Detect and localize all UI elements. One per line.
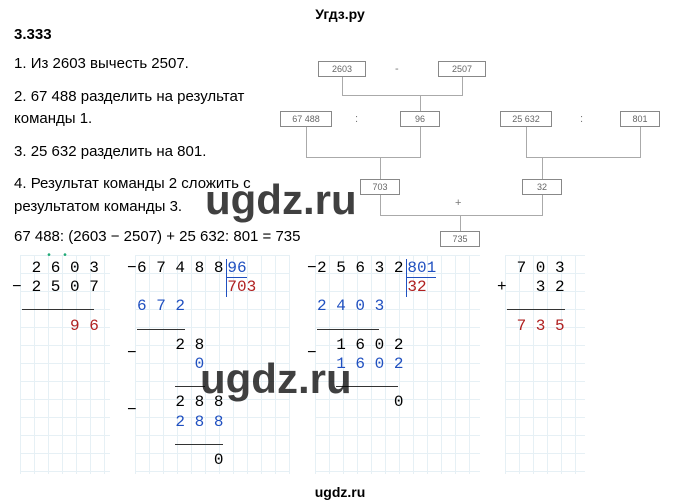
- step-num: 4.: [14, 175, 27, 192]
- calc-row: [507, 297, 583, 316]
- calc-row: 2 6 0 3••: [22, 259, 108, 278]
- addition-work: 7 0 3 + 3 2 7 3 5: [505, 255, 585, 474]
- step-text: Из 2603 вычесть 2507.: [31, 55, 189, 72]
- diagram-op-div: :: [580, 113, 583, 125]
- diagram-op-div: :: [355, 113, 358, 125]
- diagram-edge: [342, 95, 420, 96]
- diagram-edge: [460, 215, 543, 216]
- step-item: 4. Результат команды 2 сложить с результ…: [14, 173, 274, 218]
- calc-row: 0: [137, 451, 288, 470]
- diagram-edge: [380, 157, 381, 179]
- calc-row: 1 6 0 2: [317, 355, 478, 374]
- calc-row: 2 8 8: [137, 413, 288, 432]
- calc-row: 0: [317, 393, 478, 412]
- calc-row: − 2 8: [137, 336, 288, 355]
- diagram-node: 25 632: [500, 111, 552, 127]
- diagram-node: 735: [440, 231, 480, 247]
- step-item: 2. 67 488 разделить на результат команды…: [14, 86, 274, 131]
- step-num: 3.: [14, 143, 27, 160]
- steps-list: 1. Из 2603 вычесть 2507. 2. 67 488 разде…: [14, 53, 274, 228]
- calc-row: [317, 317, 478, 336]
- calc-row: 0: [137, 355, 288, 374]
- division-work: −2 5 6 3 280132 2 4 0 3 − 1 6 0 2 1 6 0 …: [315, 255, 480, 474]
- diagram-edge: [542, 195, 543, 215]
- site-header: Угдз.ру: [0, 0, 680, 26]
- calc-row: −6 7 4 8 896703: [137, 259, 288, 297]
- step-text: 67 488 разделить на результат команды 1.: [14, 88, 244, 128]
- diagram-op-plus: +: [455, 197, 461, 209]
- calc-row: − 2 8 8: [137, 393, 288, 412]
- diagram-node: 801: [620, 111, 660, 127]
- diagram-edge: [460, 215, 461, 231]
- calc-row: [137, 317, 288, 336]
- calc-row: − 2 5 0 7: [22, 278, 108, 297]
- calc-row: 7 0 3: [507, 259, 583, 278]
- diagram-edge: [420, 127, 421, 157]
- step-text: 25 632 разделить на 801.: [31, 143, 207, 160]
- diagram-edge: [380, 215, 460, 216]
- diagram-node: 2603: [318, 61, 366, 77]
- diagram-node: 703: [360, 179, 400, 195]
- diagram-edge: [420, 95, 463, 96]
- calc-row: [317, 374, 478, 393]
- diagram-node: 32: [522, 179, 562, 195]
- diagram-edge: [380, 195, 381, 215]
- diagram-op-minus: -: [395, 63, 399, 75]
- calc-row: 6 7 2: [137, 297, 288, 316]
- diagram-edge: [420, 95, 421, 111]
- exercise-number: 3.333: [14, 26, 666, 43]
- calc-row: [137, 374, 288, 393]
- calculations-row: 2 6 0 3•• − 2 5 0 7 9 6 −6 7 4 8 896703 …: [14, 255, 666, 474]
- step-item: 3. 25 632 разделить на 801.: [14, 141, 274, 164]
- diagram-edge: [542, 157, 543, 179]
- step-num: 2.: [14, 88, 27, 105]
- calc-row: [22, 297, 108, 316]
- calc-row: − 1 6 0 2: [317, 336, 478, 355]
- diagram-edge: [342, 77, 343, 95]
- diagram-node: 96: [400, 111, 440, 127]
- diagram-node: 2507: [438, 61, 486, 77]
- calc-row: [137, 432, 288, 451]
- diagram-edge: [526, 157, 542, 158]
- diagram-edge: [526, 127, 527, 157]
- calc-row: −2 5 6 3 280132: [317, 259, 478, 297]
- diagram-node: 67 488: [280, 111, 332, 127]
- step-item: 1. Из 2603 вычесть 2507.: [14, 53, 274, 76]
- diagram-edge: [306, 127, 307, 157]
- calc-row: 2 4 0 3: [317, 297, 478, 316]
- calc-result: 9 6: [22, 317, 108, 336]
- diagram-edge: [380, 157, 421, 158]
- step-text: Результат команды 2 сложить с результато…: [14, 175, 251, 215]
- diagram-edge: [640, 127, 641, 157]
- calc-result: 7 3 5: [507, 317, 583, 336]
- flow-diagram: 2603 2507 67 488 96 25 632 801 703 32 73…: [270, 61, 670, 261]
- subtraction-work: 2 6 0 3•• − 2 5 0 7 9 6: [20, 255, 110, 474]
- diagram-edge: [462, 77, 463, 95]
- diagram-edge: [542, 157, 641, 158]
- division-work: −6 7 4 8 896703 6 7 2 − 2 8 0 − 2 8 8 2 …: [135, 255, 290, 474]
- step-num: 1.: [14, 55, 27, 72]
- site-footer: ugdz.ru: [0, 484, 680, 500]
- diagram-edge: [306, 157, 380, 158]
- calc-row: + 3 2: [507, 278, 583, 297]
